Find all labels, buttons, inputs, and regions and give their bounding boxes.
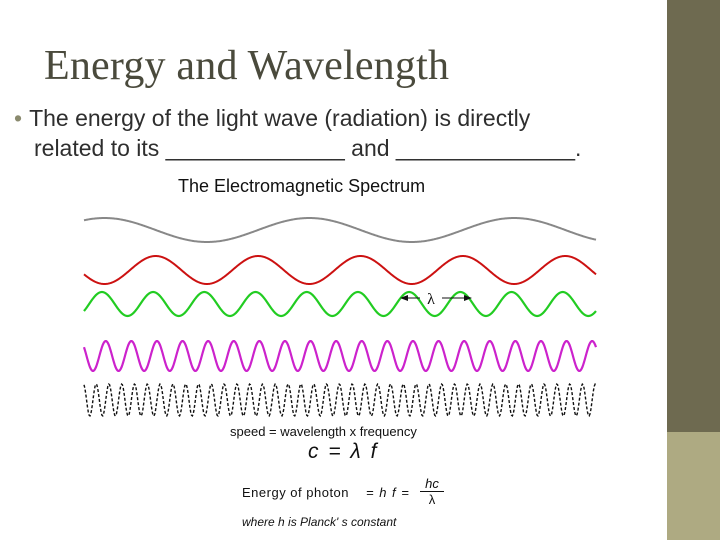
spectrum-figure: λ The Electromagnetic Spectrum speed = w…	[80, 174, 600, 536]
speed-equation: c = λ f	[308, 440, 379, 463]
slide-title: Energy and Wavelength	[44, 43, 450, 89]
bullet-line-1: The energy of the light wave (radiation)…	[29, 105, 531, 131]
planck-note: where h is Planck' s constant	[242, 515, 397, 529]
fraction-denominator: λ	[428, 492, 436, 507]
energy-fraction: hc λ	[420, 476, 444, 508]
fraction-numerator: hc	[420, 476, 444, 492]
figure-title: The Electromagnetic Spectrum	[178, 176, 426, 196]
wave-2	[83, 254, 597, 286]
lambda-label: λ	[427, 291, 435, 308]
wave-diagram: λ	[82, 217, 598, 418]
sidebar-accent	[667, 432, 720, 540]
wave-4	[82, 339, 598, 373]
speed-formula-text: speed = wavelength x frequency	[230, 424, 417, 439]
lambda-arrow-left-head	[400, 295, 408, 301]
lambda-arrow-right-head	[464, 295, 472, 301]
bullet-icon: •	[14, 105, 23, 131]
energy-label: Energy of photon	[242, 485, 350, 500]
energy-equation: = h f =	[366, 485, 410, 500]
wave-5	[83, 382, 597, 418]
wave-1	[83, 217, 597, 243]
bullet-line-2: related to its ______________ and ______…	[34, 135, 582, 161]
bullet-text: • The energy of the light wave (radiation…	[14, 103, 634, 163]
sidebar-decoration	[667, 0, 720, 432]
wave-3	[83, 290, 597, 318]
